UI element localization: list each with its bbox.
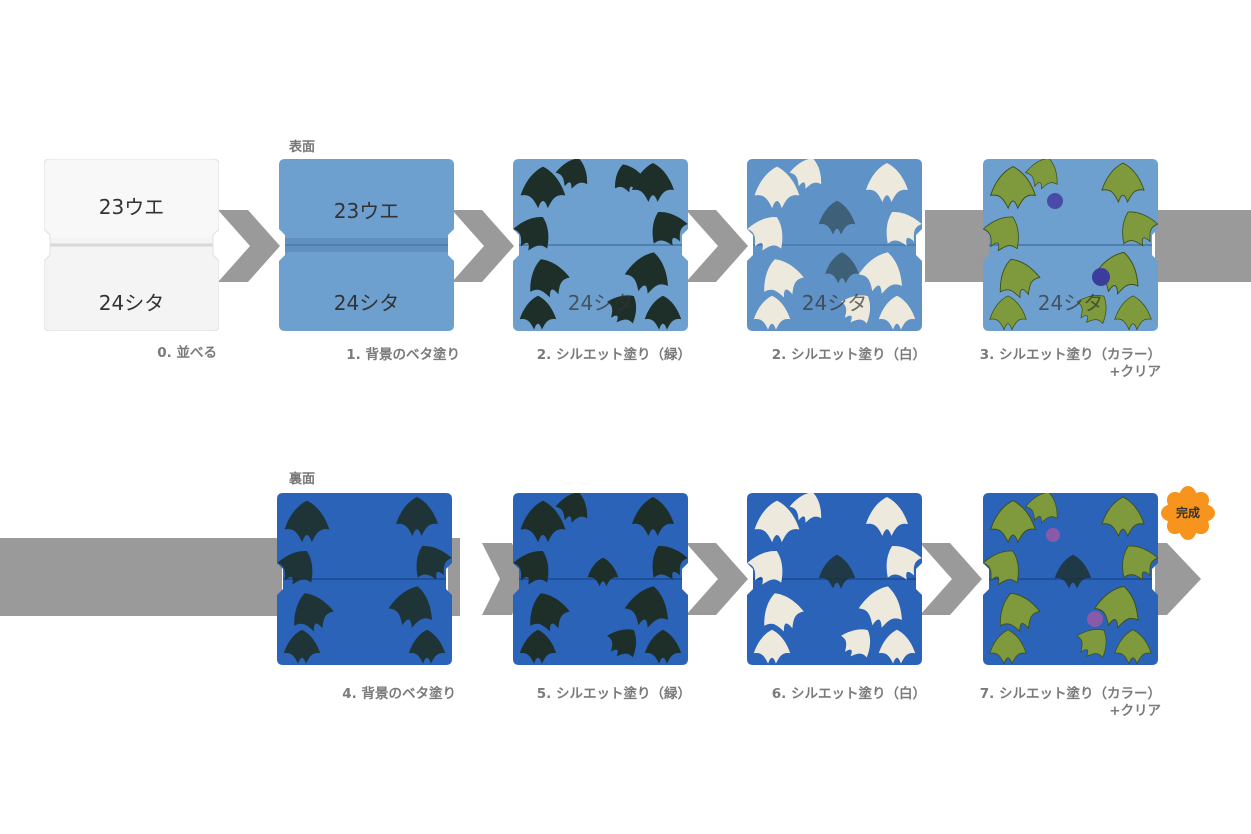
step-label-3: 3. シルエット塗り（カラー） +クリア — [980, 347, 1161, 381]
step-label-7-line1: 7. シルエット塗り（カラー） — [979, 686, 1161, 702]
tile-step-2-green: 24シタ — [513, 159, 688, 331]
arrow-head-final — [1155, 543, 1201, 615]
tile-step-6 — [747, 493, 922, 665]
step-label-7-line2: +クリア — [1109, 703, 1161, 719]
step-label-6: 6. シルエット塗り（白） — [771, 686, 926, 702]
tile-1-bottom-text: 24シタ — [333, 291, 400, 315]
tile-0-top-text: 23ウエ — [98, 195, 165, 219]
step-label-1: 1. 背景のベタ塗り — [346, 347, 460, 363]
tile-step-0: 23ウエ 24シタ — [44, 159, 219, 331]
tile-step-5 — [513, 493, 688, 665]
tile-step-1: 23ウエ 24シタ — [279, 159, 454, 331]
section-label-front: 表面 — [289, 140, 316, 155]
tile-2w-bottom-text: 24シタ — [801, 291, 868, 315]
tile-step-3: 24シタ — [983, 159, 1158, 331]
step-label-5: 5. シルエット塗り（緑） — [536, 686, 691, 702]
arrow-bar-row1-b — [1155, 210, 1251, 282]
arrow-chevron-5 — [686, 543, 748, 615]
tile-0-bottom-text: 24シタ — [98, 291, 165, 315]
section-label-back: 裏面 — [289, 472, 316, 487]
tile-2g-bottom-text: 24シタ — [567, 291, 634, 315]
step-label-0: 0. 並べる — [157, 345, 217, 361]
completion-badge-label: 完成 — [1175, 506, 1200, 520]
arrow-chevron-1 — [218, 210, 280, 282]
arrow-chevron-6 — [920, 543, 982, 615]
step-label-2-green: 2. シルエット塗り（緑） — [536, 347, 691, 363]
step-label-3-line2: +クリア — [1109, 364, 1161, 380]
tile-step-7 — [983, 493, 1158, 665]
flower-icon — [1161, 486, 1215, 540]
arrow-chevron-3 — [686, 210, 748, 282]
arrow-bar-row1-a — [925, 210, 990, 282]
tile-step-4 — [277, 493, 452, 665]
arrow-chevron-2 — [452, 210, 514, 282]
tile-1-top-text: 23ウエ — [333, 199, 400, 223]
step-label-3-line1: 3. シルエット塗り（カラー） — [979, 347, 1161, 363]
step-label-4: 4. 背景のベタ塗り — [342, 686, 456, 702]
step-label-2-white: 2. シルエット塗り（白） — [771, 347, 926, 363]
arrow-bar-row2-start — [0, 538, 282, 616]
tile-3-bottom-text: 24シタ — [1037, 291, 1104, 315]
tile-step-2-white: 24シタ — [747, 159, 922, 331]
step-label-7: 7. シルエット塗り（カラー） +クリア — [980, 686, 1161, 720]
completion-badge: 完成 — [1161, 486, 1215, 540]
